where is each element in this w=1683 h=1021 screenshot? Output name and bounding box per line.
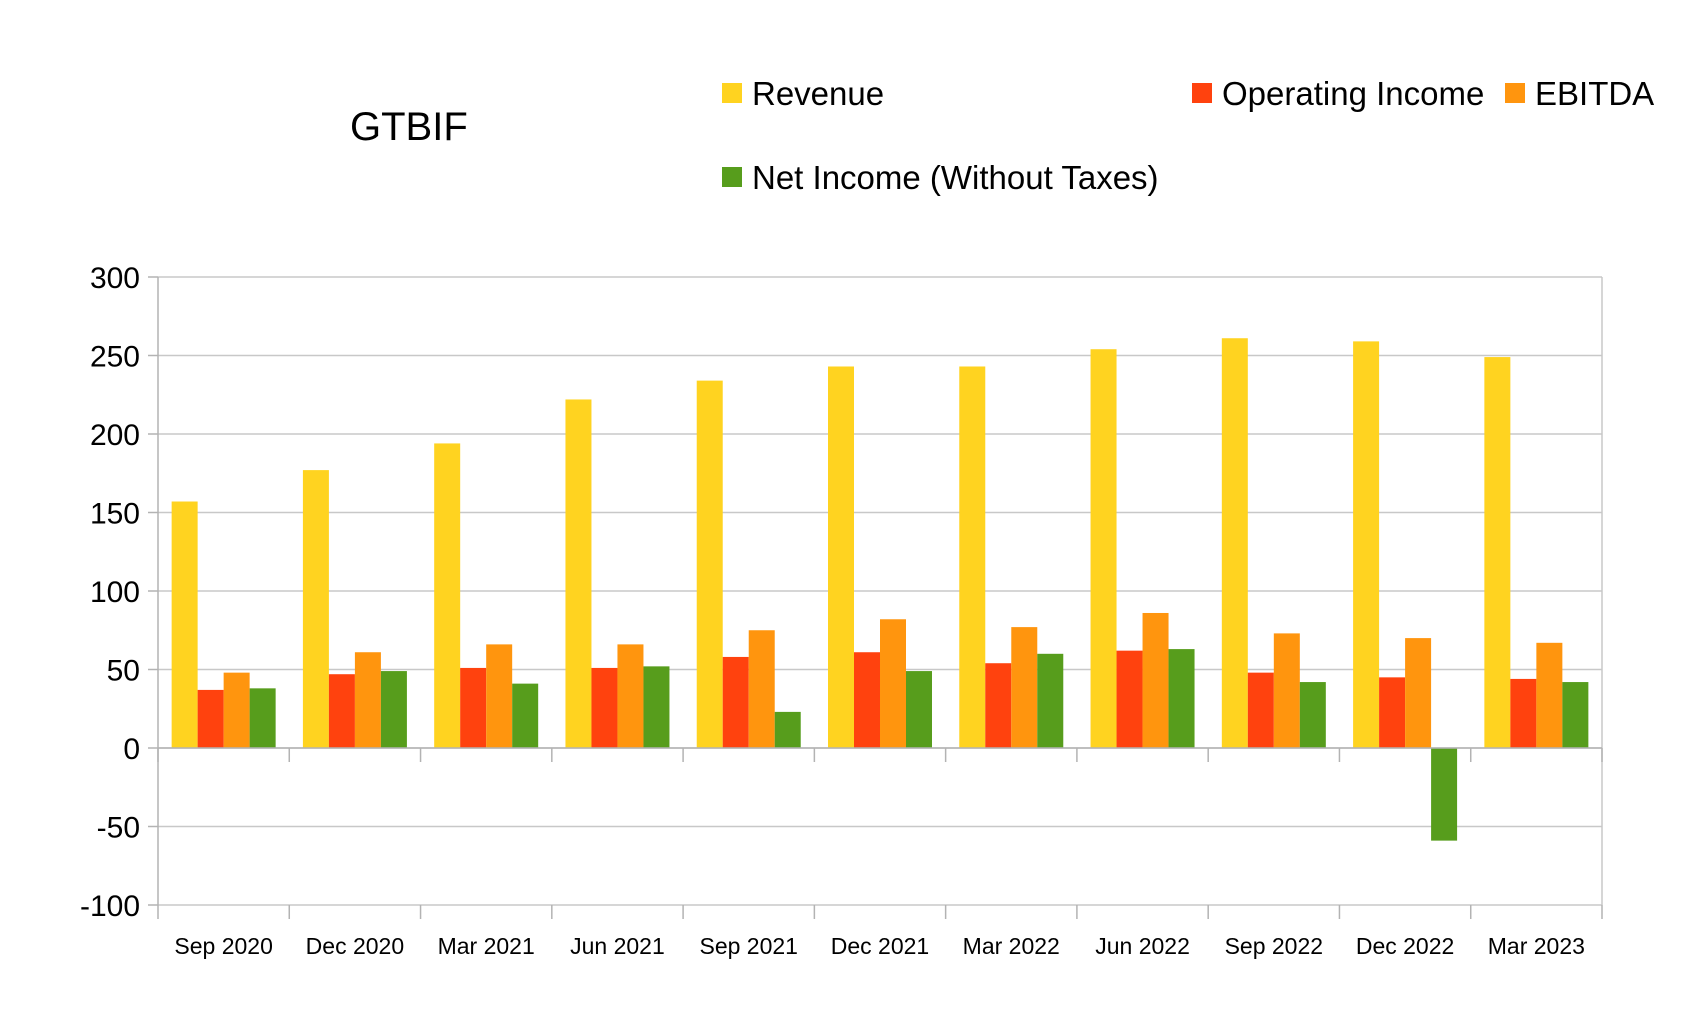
bar-operating-income-jun-2022	[1116, 650, 1143, 748]
bar-revenue-sep-2020	[171, 501, 198, 748]
bar-revenue-jun-2021	[565, 399, 592, 748]
axes	[157, 277, 1603, 919]
x-tick-label: Jun 2022	[1095, 933, 1190, 959]
bar-revenue-sep-2021	[696, 380, 723, 748]
bar-operating-income-sep-2021	[722, 656, 749, 748]
bar-net-income-without-taxes-mar-2022	[1037, 653, 1064, 748]
legend-swatch	[722, 83, 742, 103]
bar-revenue-jun-2022	[1090, 349, 1117, 748]
x-tick-label: Dec 2021	[831, 933, 929, 959]
y-tick-label: -50	[97, 812, 140, 845]
legend-label: Net Income (Without Taxes)	[752, 159, 1159, 196]
gridlines	[148, 276, 1602, 906]
bar-revenue-mar-2023	[1484, 357, 1511, 748]
y-tick-label: 200	[90, 419, 140, 452]
bar-net-income-without-taxes-mar-2023	[1562, 682, 1589, 748]
legend-swatch	[1505, 83, 1525, 103]
bar-operating-income-mar-2022	[985, 663, 1012, 748]
legend-item-net-income-without-taxes: Net Income (Without Taxes)	[722, 159, 1159, 196]
bar-operating-income-dec-2020	[328, 674, 355, 748]
chart-title: GTBIF	[350, 105, 468, 149]
bar-net-income-without-taxes-sep-2022	[1299, 682, 1326, 748]
y-tick-label: 50	[107, 655, 140, 688]
legend-label: Operating Income	[1222, 75, 1484, 112]
legend-label: EBITDA	[1535, 75, 1654, 112]
bar-ebitda-sep-2022	[1273, 633, 1300, 748]
bar-operating-income-dec-2021	[854, 652, 880, 748]
y-axis-tick-labels: 300 250 200 150 100 50 0 -50 -100	[80, 262, 140, 923]
x-tick-label: Dec 2022	[1356, 933, 1454, 959]
legend-swatch	[722, 167, 742, 187]
bar-ebitda-mar-2021	[486, 644, 513, 748]
bar-ebitda-dec-2022	[1405, 638, 1432, 748]
legend-label: Revenue	[752, 75, 884, 112]
x-tick-label: Mar 2023	[1488, 933, 1585, 959]
bar-net-income-without-taxes-sep-2021	[774, 711, 801, 748]
bar-revenue-sep-2022	[1221, 338, 1248, 748]
bar-ebitda-sep-2020	[223, 672, 250, 748]
legend-item-revenue: Revenue	[722, 75, 884, 112]
bar-net-income-without-taxes-mar-2021	[512, 683, 539, 748]
bar-ebitda-dec-2021	[880, 619, 906, 748]
y-tick-label: 100	[90, 576, 140, 609]
x-tick-label: Jun 2021	[570, 933, 665, 959]
bar-operating-income-sep-2022	[1247, 672, 1274, 748]
x-axis-tick-labels: Sep 2020 Dec 2020 Mar 2021 Jun 2021 Sep 2021…	[174, 933, 1585, 959]
x-tick-label: Dec 2020	[306, 933, 404, 959]
x-tick-label: Sep 2022	[1225, 933, 1323, 959]
bars	[171, 338, 1589, 841]
legend-item-ebitda: EBITDA	[1505, 75, 1654, 112]
legend-item-operating-income: Operating Income	[1192, 75, 1484, 112]
y-tick-label: 300	[90, 262, 140, 295]
bar-ebitda-jun-2021	[617, 644, 644, 748]
legend-swatch	[1192, 83, 1212, 103]
bar-net-income-without-taxes-dec-2020	[380, 671, 407, 748]
bar-operating-income-mar-2023	[1510, 678, 1537, 748]
bar-revenue-mar-2021	[434, 443, 461, 748]
bar-net-income-without-taxes-dec-2021	[906, 671, 932, 748]
bar-revenue-dec-2022	[1353, 341, 1380, 748]
bar-net-income-without-taxes-dec-2022	[1431, 748, 1458, 841]
x-tick-label: Sep 2020	[174, 933, 272, 959]
bar-operating-income-dec-2022	[1379, 677, 1406, 748]
y-tick-label: -100	[80, 890, 140, 923]
x-tick-label: Mar 2022	[963, 933, 1060, 959]
bar-operating-income-sep-2020	[197, 689, 224, 748]
bar-revenue-mar-2022	[959, 366, 986, 748]
y-tick-label: 150	[90, 498, 140, 531]
bar-ebitda-mar-2022	[1011, 627, 1038, 748]
bar-operating-income-jun-2021	[591, 667, 618, 748]
y-tick-label: 0	[123, 733, 140, 766]
bar-operating-income-mar-2021	[460, 667, 487, 748]
bar-ebitda-dec-2020	[354, 652, 381, 748]
bar-ebitda-mar-2023	[1536, 642, 1563, 748]
x-tick-label: Sep 2021	[699, 933, 797, 959]
legend: Revenue Operating Income EBITDA Net Income …	[722, 75, 1654, 196]
bar-net-income-without-taxes-jun-2021	[643, 666, 670, 748]
bar-net-income-without-taxes-jun-2022	[1168, 649, 1195, 748]
bar-ebitda-jun-2022	[1142, 612, 1169, 748]
bar-net-income-without-taxes-sep-2020	[249, 688, 276, 748]
x-tick-label: Mar 2021	[438, 933, 535, 959]
bar-ebitda-sep-2021	[748, 630, 775, 748]
bar-revenue-dec-2021	[828, 366, 854, 748]
bar-revenue-dec-2020	[302, 470, 329, 748]
y-tick-label: 250	[90, 341, 140, 374]
